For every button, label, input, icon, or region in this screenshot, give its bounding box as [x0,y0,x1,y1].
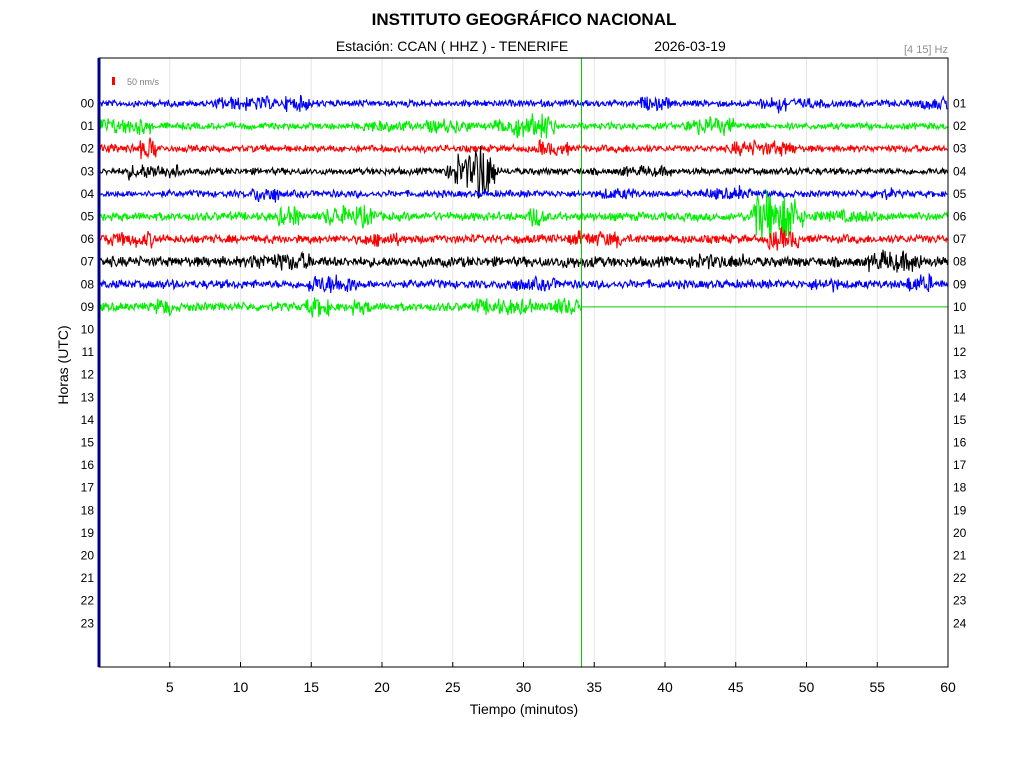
x-tick-labels: 5 10 15 20 25 30 35 40 45 50 55 60 [166,662,956,695]
x-tick-label: 60 [940,679,956,695]
trace-hour-04 [98,185,948,203]
scale-bar-label: 50 nm/s [127,77,160,87]
trace-hour-07 [98,249,948,273]
y-tick-label-right: 19 [953,503,967,517]
y-tick-label-left: 16 [81,458,95,472]
y-tick-label-left: 17 [81,481,95,495]
y-tick-label-right: 01 [953,97,967,111]
trace-hour-01 [98,113,948,139]
y-tick-label-left: 14 [81,413,95,427]
y-tick-label-right: 08 [953,255,967,269]
y-tick-label-left: 20 [81,549,95,563]
y-tick-label-left: 00 [81,97,95,111]
y-tick-label-right: 04 [953,164,967,178]
x-tick-label: 5 [166,679,174,695]
y-tick-labels-left: 00 01 02 03 04 05 06 07 08 09 10 11 12 13 14 15 16 17 18 19… [81,97,95,631]
y-tick-label-right: 09 [953,277,967,291]
y-tick-label-left: 13 [81,390,95,404]
x-tick-label: 20 [374,679,390,695]
y-tick-label-right: 21 [953,549,967,563]
x-tick-label: 15 [303,679,319,695]
x-tick-label: 10 [233,679,249,695]
x-tick-label: 50 [799,679,815,695]
station-label: Estación: CCAN ( HHZ ) - TENERIFE [336,38,568,54]
y-tick-label-left: 11 [82,345,95,359]
y-tick-label-right: 06 [953,210,967,224]
y-tick-label-right: 16 [953,436,967,450]
grid [169,58,878,667]
trace-hour-05 [98,189,948,240]
y-tick-label-left: 02 [81,142,95,156]
y-tick-label-left: 03 [81,164,95,178]
chart-title: INSTITUTO GEOGRÁFICO NACIONAL [372,10,677,29]
trace-hour-03 [98,145,948,199]
y-tick-label-left: 23 [81,616,95,630]
y-axis-label: Horas (UTC) [55,325,71,404]
x-tick-label: 25 [445,679,461,695]
x-tick-label: 30 [516,679,532,695]
trace-hour-00 [98,94,948,114]
y-tick-label-left: 05 [81,210,95,224]
x-tick-label: 45 [728,679,744,695]
y-tick-label-right: 22 [953,571,967,585]
y-tick-label-right: 20 [953,526,967,540]
y-tick-labels-right: 01 02 03 04 05 06 07 08 09 10 11 12 13 14 15 16 17 18 19 20… [953,97,967,631]
y-tick-label-left: 06 [81,232,95,246]
y-tick-label-right: 24 [953,616,967,630]
y-tick-label-right: 23 [953,594,967,608]
y-tick-label-right: 07 [953,232,967,246]
y-tick-label-left: 01 [81,119,95,133]
seismic-traces [98,58,948,667]
y-tick-label-right: 10 [953,300,967,314]
x-axis-label: Tiempo (minutos) [470,701,578,717]
x-tick-label: 55 [869,679,885,695]
y-tick-label-left: 15 [81,436,95,450]
trace-hour-09 [98,297,582,318]
date-label: 2026-03-19 [654,38,726,54]
y-tick-label-right: 05 [953,187,967,201]
y-tick-label-left: 04 [81,187,95,201]
trace-hour-08 [98,272,948,294]
y-tick-label-left: 18 [81,503,95,517]
y-tick-label-left: 12 [81,368,95,382]
trace-hour-06 [98,226,948,251]
y-tick-label-right: 03 [953,142,967,156]
y-tick-label-left: 21 [81,571,95,585]
filter-label: [4 15] Hz [904,44,948,56]
y-tick-label-right: 14 [953,390,967,404]
x-tick-label: 35 [586,679,602,695]
y-tick-label-left: 07 [81,255,95,269]
y-tick-label-right: 15 [953,413,967,427]
y-tick-label-right: 17 [953,458,967,472]
y-tick-label-right: 12 [953,345,967,359]
y-tick-label-left: 09 [81,300,95,314]
y-tick-label-right: 11 [953,323,966,337]
y-tick-label-left: 19 [81,526,95,540]
y-tick-label-right: 18 [953,481,967,495]
y-tick-label-left: 22 [81,594,95,608]
y-tick-label-right: 02 [953,119,967,133]
scale-bar-marker [112,77,115,85]
x-tick-label: 40 [657,679,673,695]
trace-hour-02 [98,137,948,160]
y-tick-label-left: 08 [81,277,95,291]
y-tick-label-right: 13 [953,368,967,382]
y-tick-label-left: 10 [81,323,95,337]
